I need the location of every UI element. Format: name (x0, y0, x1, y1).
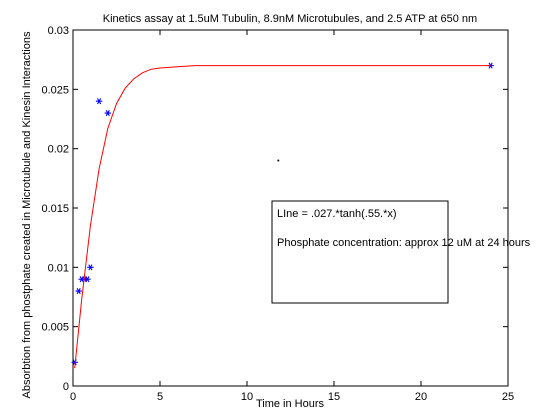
stray-point (277, 159, 280, 162)
x-tick-label: 5 (157, 391, 163, 403)
y-tick-label: 0.02 (48, 144, 69, 156)
y-tick-label: 0 (63, 381, 69, 393)
annotation-equation: LIne = .027.*tanh(.55.*x) (277, 208, 397, 220)
data-point-star (87, 264, 94, 271)
annotation-concentration: Phosphate concentration: approx 12 uM at… (277, 237, 531, 249)
data-point-star (95, 98, 103, 105)
y-axis-title: Absorbtion from phostphate created in Mi… (21, 31, 33, 398)
chart-title: Kinetics assay at 1.5uM Tubulin, 8.9nM M… (103, 13, 477, 25)
y-tick-label: 0.01 (48, 262, 69, 274)
fit-curve-line (74, 65, 491, 369)
y-tick-label: 0.005 (41, 322, 69, 334)
y-tick-label: 0.025 (41, 84, 69, 96)
x-axis-title: Time in Hours (256, 398, 325, 410)
data-point-star (75, 288, 82, 295)
x-tick-label: 20 (415, 391, 427, 403)
x-tick-label: 10 (241, 391, 253, 403)
y-tick-label: 0.015 (41, 203, 69, 215)
annotation-border (271, 200, 449, 304)
axes-box (72, 29, 509, 387)
annotation-box: LIne = .027.*tanh(.55.*x) Phosphate conc… (271, 200, 531, 304)
x-tick-label: 15 (328, 391, 340, 403)
plot-area: 0 5 10 15 20 25 0 0.005 0.01 0.015 0.02 0.025 0.03 (41, 25, 514, 403)
data-point-star (104, 110, 111, 117)
x-tick-label: 25 (502, 391, 514, 403)
y-tick-label: 0.03 (48, 25, 69, 37)
x-tick-label: 0 (70, 391, 76, 403)
data-point-star (84, 276, 91, 283)
